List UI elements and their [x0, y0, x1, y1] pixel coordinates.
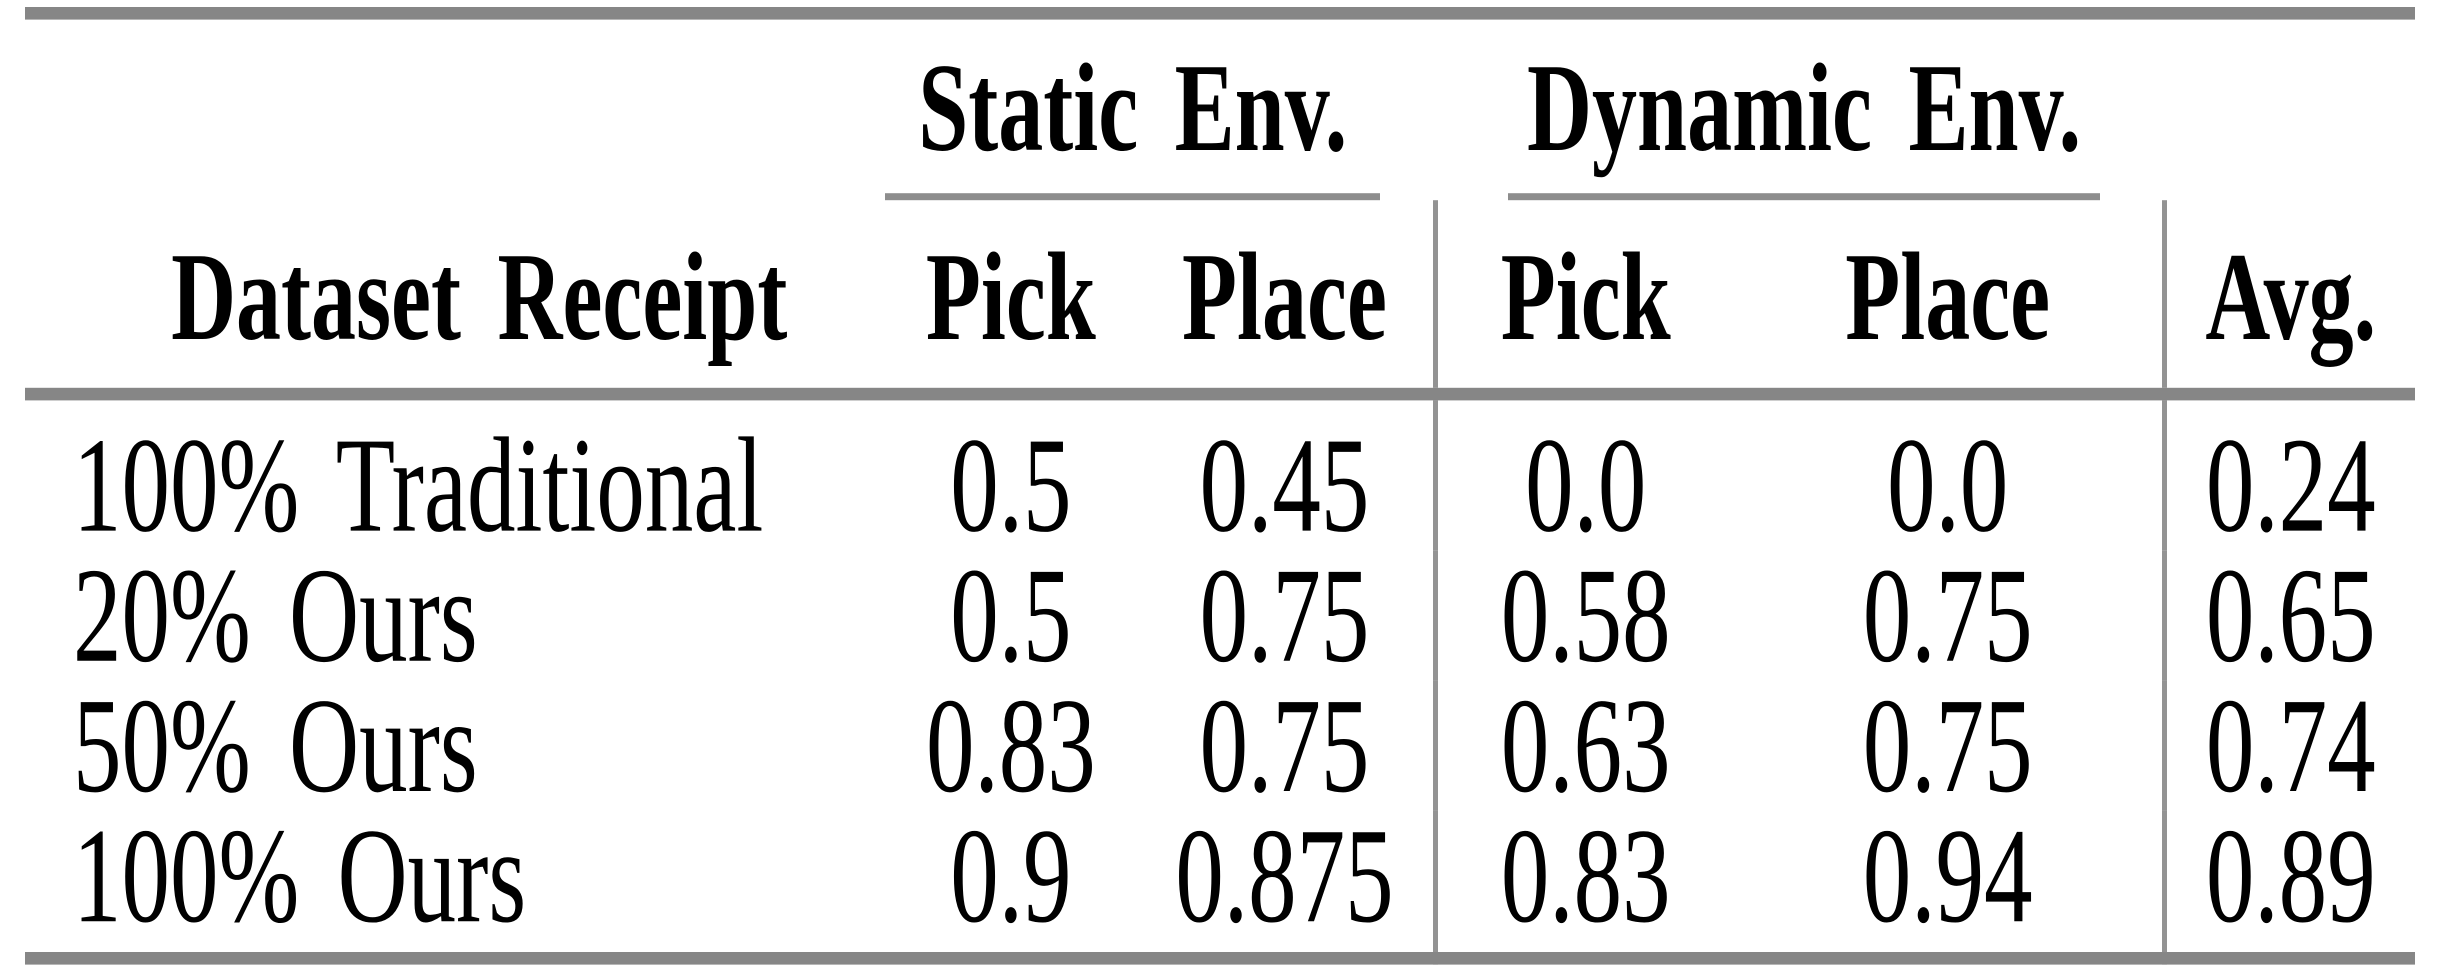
group-header-row: Static Env. Dynamic Env.: [25, 13, 2415, 201]
group-label-static-env: Static Env.: [885, 41, 1381, 201]
cell-dynamic-place: 0.94: [1862, 800, 2033, 951]
group-header-static-cell: Static Env.: [885, 13, 1435, 201]
cell-dynamic-pick: 0.83: [1432, 808, 1734, 959]
spacer-cell: [2164, 13, 2415, 200]
cell-static-place: 0.75: [1199, 540, 1370, 691]
cell-static-place: 0.875: [1175, 800, 1394, 951]
cell-static-pick: 0.83: [926, 670, 1096, 821]
table-row: 20% Ours 0.5 0.75 0.58 0.75 0.65: [25, 540, 2415, 691]
row-label: 100% Traditional: [73, 410, 764, 560]
cell-dynamic-pick: 0.58: [1432, 547, 1734, 683]
row-label: 50% Ours: [73, 670, 478, 821]
row-label: 20% Ours: [73, 540, 478, 691]
col-header-dataset-receipt: Dataset Receipt: [25, 200, 886, 401]
cell-static-pick: 0.5: [950, 540, 1072, 691]
cell-avg: 0.74: [2161, 678, 2415, 813]
col-header-dynamic-pick: Pick: [1432, 200, 1734, 401]
col-header-avg: Avg.: [2161, 200, 2415, 401]
cell-dynamic-pick: 0.63: [1432, 678, 1734, 813]
cell-dynamic-place: 0.75: [1862, 540, 2033, 691]
cell-static-pick: 0.9: [950, 800, 1072, 951]
col-header-dynamic-place: Place: [1733, 200, 2165, 401]
col-header-static-place: Place: [1136, 200, 1436, 401]
col-header-static-pick: Pick: [885, 200, 1137, 401]
table-row: 100% Ours 0.9 0.875 0.83 0.94 0.89: [25, 800, 2415, 959]
group-label-dynamic-env: Dynamic Env.: [1508, 41, 2101, 201]
results-table: Static Env. Dynamic Env. Dataset Receipt…: [25, 7, 2415, 965]
cell-avg: 0.65: [2161, 547, 2415, 683]
table-row: 50% Ours 0.83 0.75 0.63 0.75 0.74: [25, 670, 2415, 821]
cell-avg: 0.24: [2161, 394, 2415, 553]
table-row: 100% Traditional 0.5 0.45 0.0 0.0 0.24: [25, 394, 2415, 560]
group-header-dynamic-cell: Dynamic Env.: [1435, 13, 2164, 201]
cell-static-place: 0.75: [1199, 670, 1370, 821]
row-label: 100% Ours: [73, 800, 527, 951]
cell-dynamic-pick: 0.0: [1432, 394, 1734, 553]
column-header-row: Dataset Receipt Pick Place Pick Place Av…: [25, 200, 2415, 401]
cell-dynamic-place: 0.0: [1887, 410, 2009, 560]
cell-dynamic-place: 0.75: [1862, 670, 2033, 821]
cell-static-place: 0.45: [1199, 410, 1370, 560]
cell-static-pick: 0.5: [950, 410, 1072, 560]
cell-avg: 0.89: [2161, 808, 2415, 959]
spacer-cell: [25, 13, 885, 200]
results-table-wrapper: Static Env. Dynamic Env. Dataset Receipt…: [25, 7, 2415, 965]
